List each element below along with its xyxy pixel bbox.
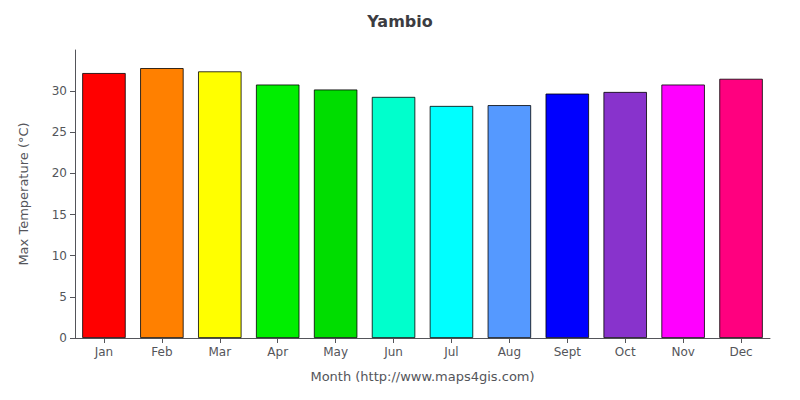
- svg-text:Mar: Mar: [208, 345, 231, 359]
- svg-text:5: 5: [59, 290, 67, 304]
- svg-text:10: 10: [52, 249, 67, 263]
- svg-text:0: 0: [59, 331, 67, 345]
- svg-text:20: 20: [52, 166, 67, 180]
- svg-text:Oct: Oct: [615, 345, 636, 359]
- svg-text:Jan: Jan: [94, 345, 114, 359]
- svg-text:25: 25: [52, 125, 67, 139]
- svg-text:Dec: Dec: [729, 345, 752, 359]
- svg-text:Feb: Feb: [151, 345, 172, 359]
- svg-text:30: 30: [52, 84, 67, 98]
- svg-text:Apr: Apr: [267, 345, 288, 359]
- svg-text:Month (http://www.maps4gis.com: Month (http://www.maps4gis.com): [310, 369, 534, 384]
- svg-text:Jul: Jul: [443, 345, 458, 359]
- svg-text:15: 15: [52, 208, 67, 222]
- svg-text:Aug: Aug: [498, 345, 521, 359]
- svg-text:Max Temperature (°C): Max Temperature (°C): [16, 122, 31, 265]
- svg-text:Yambio: Yambio: [366, 12, 433, 31]
- svg-text:Nov: Nov: [671, 345, 694, 359]
- svg-text:May: May: [323, 345, 348, 359]
- svg-text:Sept: Sept: [554, 345, 582, 359]
- svg-text:Jun: Jun: [383, 345, 403, 359]
